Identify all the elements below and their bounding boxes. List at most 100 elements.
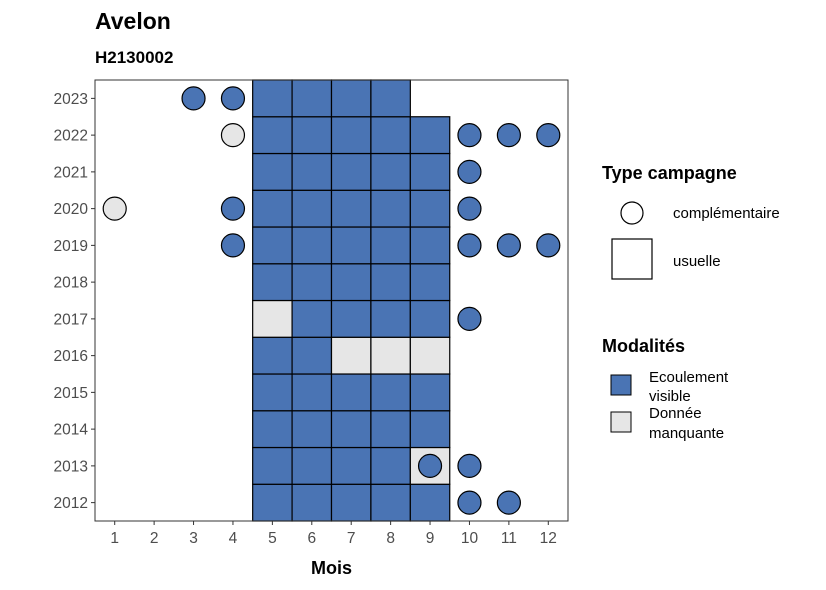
legend-swatch-ecoulement bbox=[610, 374, 632, 396]
x-tick-label: 10 bbox=[461, 530, 479, 547]
legend-label-manquante-1: Donnée bbox=[649, 405, 702, 422]
legend-type-title: Type campagne bbox=[602, 163, 737, 183]
usuelle-cell bbox=[291, 226, 333, 265]
usuelle-cell bbox=[252, 79, 293, 118]
legend-label-manquante-2: manquante bbox=[649, 425, 724, 442]
usuelle-cell bbox=[370, 189, 411, 228]
y-tick-label: 2012 bbox=[54, 495, 88, 512]
usuelle-cell bbox=[409, 410, 451, 449]
usuelle-cell bbox=[370, 410, 411, 449]
y-tick-label: 2014 bbox=[54, 422, 89, 439]
x-tick-label: 9 bbox=[426, 530, 435, 547]
usuelle-cell bbox=[291, 189, 333, 228]
complementaire-dot bbox=[496, 490, 521, 515]
usuelle-cell bbox=[291, 410, 333, 449]
usuelle-cell bbox=[409, 263, 451, 302]
usuelle-cell bbox=[370, 299, 411, 338]
legend-square-swatch bbox=[611, 238, 653, 280]
usuelle-cell bbox=[252, 116, 293, 155]
complementaire-dot bbox=[457, 159, 482, 184]
usuelle-cell bbox=[409, 152, 451, 191]
usuelle-cell bbox=[330, 226, 372, 265]
usuelle-cells bbox=[252, 79, 451, 522]
x-axis: 1 2 3 4 5 6 7 8 9 10 11 12 bbox=[110, 521, 557, 547]
x-tick-label: 12 bbox=[540, 530, 557, 547]
x-tick-label: 4 bbox=[229, 530, 238, 547]
usuelle-cell bbox=[252, 446, 293, 485]
usuelle-cell bbox=[252, 483, 293, 522]
chart-subtitle: H2130002 bbox=[95, 48, 173, 67]
y-tick-label: 2018 bbox=[54, 275, 88, 292]
x-tick-label: 1 bbox=[110, 530, 119, 547]
complementaire-dot bbox=[536, 123, 561, 148]
complementaire-dot bbox=[457, 123, 482, 148]
usuelle-cell bbox=[252, 189, 293, 228]
usuelle-cell bbox=[330, 410, 372, 449]
complementaire-dot bbox=[181, 86, 206, 111]
complementaire-dot bbox=[496, 123, 521, 148]
complementaire-dot bbox=[536, 233, 561, 258]
x-tick-label: 2 bbox=[150, 530, 159, 547]
x-tick-label: 5 bbox=[268, 530, 277, 547]
complementaire-dot bbox=[457, 306, 482, 331]
legend-modalites: Modalités Ecoulement visible Donnée manq… bbox=[602, 336, 729, 442]
y-tick-label: 2015 bbox=[54, 385, 88, 402]
usuelle-cell bbox=[409, 373, 451, 412]
usuelle-cell bbox=[330, 336, 372, 375]
y-tick-label: 2017 bbox=[54, 311, 88, 328]
usuelle-cell bbox=[330, 79, 372, 118]
usuelle-cell bbox=[291, 299, 333, 338]
usuelle-cell bbox=[252, 152, 293, 191]
usuelle-cell bbox=[252, 299, 293, 338]
usuelle-cell bbox=[370, 116, 411, 155]
legend-circle-swatch bbox=[620, 201, 644, 225]
x-tick-label: 6 bbox=[307, 530, 316, 547]
complementaire-dot bbox=[496, 233, 521, 258]
usuelle-cell bbox=[291, 263, 333, 302]
x-tick-label: 3 bbox=[189, 530, 198, 547]
y-tick-label: 2013 bbox=[54, 458, 88, 475]
x-tick-label: 8 bbox=[386, 530, 395, 547]
usuelle-cell bbox=[291, 79, 333, 118]
legend-type-campagne: Type campagne complémentaire usuelle bbox=[602, 163, 780, 280]
usuelle-cell bbox=[370, 373, 411, 412]
usuelle-cell bbox=[291, 373, 333, 412]
legend-label-ecoulement-2: visible bbox=[649, 388, 691, 405]
x-tick-label: 7 bbox=[347, 530, 356, 547]
usuelle-cell bbox=[370, 446, 411, 485]
complementaire-dot bbox=[417, 453, 443, 478]
usuelle-cell bbox=[370, 336, 411, 375]
legend-label-usuelle: usuelle bbox=[673, 253, 721, 270]
usuelle-cell bbox=[252, 336, 293, 375]
usuelle-cell bbox=[252, 263, 293, 302]
usuelle-cell bbox=[409, 116, 451, 155]
legend-modalites-title: Modalités bbox=[602, 336, 685, 356]
usuelle-cell bbox=[330, 373, 372, 412]
usuelle-cell bbox=[409, 336, 451, 375]
usuelle-cell bbox=[370, 226, 411, 265]
y-tick-label: 2021 bbox=[54, 164, 88, 181]
chart-title: Avelon bbox=[95, 8, 171, 34]
legend-label-complementaire: complémentaire bbox=[673, 205, 780, 222]
complementaire-dot bbox=[220, 86, 246, 111]
usuelle-cell bbox=[330, 189, 372, 228]
usuelle-cell bbox=[330, 116, 372, 155]
complementaire-dot bbox=[220, 233, 246, 258]
x-tick-label: 11 bbox=[501, 530, 517, 547]
y-tick-label: 2023 bbox=[54, 91, 88, 108]
complementaire-dot bbox=[457, 490, 482, 515]
usuelle-cell bbox=[370, 79, 411, 118]
usuelle-cell bbox=[291, 152, 333, 191]
usuelle-cell bbox=[291, 116, 333, 155]
usuelle-cell bbox=[330, 483, 372, 522]
y-tick-label: 2019 bbox=[54, 238, 88, 255]
usuelle-cell bbox=[330, 446, 372, 485]
complementaire-dot bbox=[220, 196, 246, 221]
usuelle-cell bbox=[252, 410, 293, 449]
usuelle-cell bbox=[409, 189, 451, 228]
plot-panel-border bbox=[94, 79, 569, 522]
complementaire-dots bbox=[102, 86, 561, 515]
y-tick-label: 2020 bbox=[54, 201, 89, 218]
usuelle-cell bbox=[252, 373, 293, 412]
